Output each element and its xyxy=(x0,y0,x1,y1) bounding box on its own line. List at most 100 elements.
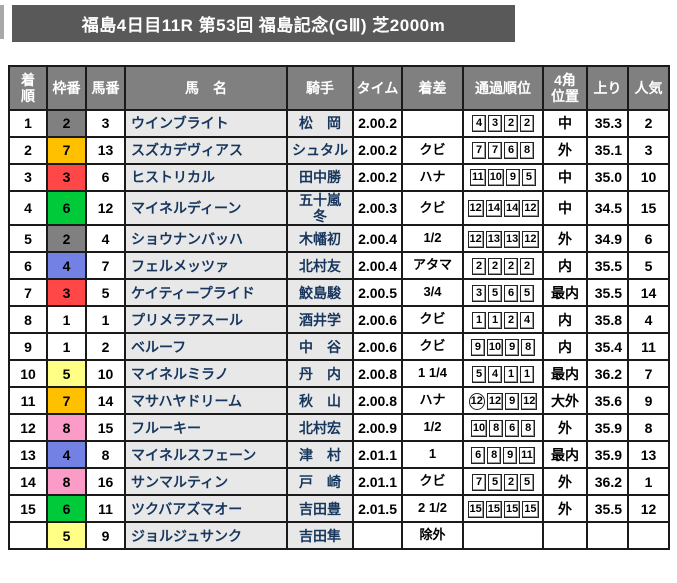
popularity-cell: 7 xyxy=(627,359,670,389)
corner-position-cell: 外 xyxy=(542,467,588,497)
result-row: 5 2 4 ショウナンバッハ 木幡初 2.00.4 1/2 12 13 13 12 外 34.9 6 xyxy=(8,224,670,254)
horse-name-cell: ジョルジュサンク xyxy=(124,521,288,551)
time-cell: 2.01.1 xyxy=(352,467,403,497)
passing-order-cell: 12 13 13 12 xyxy=(462,224,544,254)
horse-number-cell: 14 xyxy=(85,386,126,416)
last-3f-cell: 35.6 xyxy=(586,386,629,416)
jockey-cell: 秋 山 xyxy=(286,386,354,416)
margin-cell: ハナ xyxy=(401,386,464,416)
last-3f-cell: 34.5 xyxy=(586,189,629,227)
finish-position-cell: 5 xyxy=(8,224,48,254)
jockey-cell: 北村友 xyxy=(286,251,354,281)
margin-cell: クビ xyxy=(401,467,464,497)
horse-name-cell: マイネルミラノ xyxy=(124,359,288,389)
popularity-cell: 14 xyxy=(627,278,670,308)
finish-position-cell: 11 xyxy=(8,386,48,416)
jockey-cell: 戸 崎 xyxy=(286,467,354,497)
jockey-cell: 酒井学 xyxy=(286,305,354,335)
corner-position-cell xyxy=(542,521,588,551)
horse-number-cell: 6 xyxy=(85,163,126,192)
results-header-row: 着 順枠番 馬番馬 名騎手 タイム 着差 通過順位 4角 位置 上り 人気 xyxy=(8,65,670,111)
margin-cell: クビ xyxy=(401,332,464,362)
popularity-cell: 13 xyxy=(627,440,670,470)
jockey-cell: 吉田豊 xyxy=(286,494,354,524)
passing-position-box: 7 xyxy=(472,473,486,491)
frame-number-cell: 3 xyxy=(46,163,87,192)
passing-position-box: 5 xyxy=(472,365,486,383)
jockey-cell: 津 村 xyxy=(286,440,354,470)
finish-position-cell: 14 xyxy=(8,467,48,497)
column-header-pop: 人気 xyxy=(627,65,670,111)
popularity-cell: 3 xyxy=(627,136,670,165)
passing-position-box: 12 xyxy=(467,199,484,217)
horse-name-cell: マイネルディーン xyxy=(124,189,288,227)
column-header-time: タイム xyxy=(352,65,403,111)
passing-position-box: 15 xyxy=(485,500,502,518)
horse-name-cell: フルーキー xyxy=(124,413,288,443)
result-row: 2 7 13 スズカデヴィアス シュタル 2.00.2 クビ 7 7 6 8 外 35.1 3 xyxy=(8,136,670,165)
time-cell: 2.00.8 xyxy=(352,359,403,389)
results-table-body: 1 2 3 ウインブライト松 岡 2.00.2 4 3 2 2 中 35.3 2 2 7 13 スズカデヴィア… xyxy=(8,109,670,551)
passing-position-box: 2 xyxy=(520,115,534,133)
result-row: 7 3 5 ケイティープライド 鮫島駿 2.00.5 3/4 3 5 6 5 最内 35.5 14 xyxy=(8,278,670,308)
corner-position-cell: 内 xyxy=(542,251,588,281)
last-3f-cell: 35.8 xyxy=(586,305,629,335)
time-cell: 2.00.5 xyxy=(352,278,403,308)
passing-position-box: 14 xyxy=(485,199,502,217)
passing-position-box: 9 xyxy=(505,392,520,410)
horse-name-cell: スズカデヴィアス xyxy=(124,136,288,165)
passing-position-box: 3 xyxy=(488,115,502,133)
time-cell: 2.00.4 xyxy=(352,251,403,281)
passing-position-box: 7 xyxy=(488,142,502,160)
passing-position-box: 12 xyxy=(522,230,539,248)
last-3f-cell: 35.1 xyxy=(586,136,629,165)
time-cell: 2.00.2 xyxy=(352,163,403,192)
time-cell: 2.00.2 xyxy=(352,136,403,165)
horse-name-cell: フェルメッツァ xyxy=(124,251,288,281)
popularity-cell: 11 xyxy=(627,332,670,362)
time-cell: 2.00.6 xyxy=(352,332,403,362)
horse-number-cell: 10 xyxy=(85,359,126,389)
time-cell: 2.00.9 xyxy=(352,413,403,443)
last-3f-cell: 35.5 xyxy=(586,251,629,281)
passing-position-box: 6 xyxy=(504,142,518,160)
finish-position-cell: 13 xyxy=(8,440,48,470)
race-title-bar: 福島4日目11R 第53回 福島記念(GⅢ) 芝2000m xyxy=(12,5,515,42)
column-header-corner: 4角 位置 xyxy=(542,65,588,111)
horse-number-cell: 15 xyxy=(85,413,126,443)
jockey-cell: 田中勝 xyxy=(286,163,354,192)
passing-position-box: 4 xyxy=(520,311,534,329)
passing-position-box: 12 xyxy=(486,392,504,410)
passing-order-cell: 12 12 9 12 xyxy=(462,386,544,416)
passing-position-box: 1 xyxy=(520,365,534,383)
result-row: 1 2 3 ウインブライト松 岡 2.00.2 4 3 2 2 中 35.3 2 xyxy=(8,109,670,138)
passing-position-box: 13 xyxy=(485,230,502,248)
popularity-cell: 5 xyxy=(627,251,670,281)
result-row: 8 1 1 プリメラアスール 酒井学 2.00.6 クビ 1 1 2 4 内 35.8 4 xyxy=(8,305,670,335)
passing-position-box: 8 xyxy=(487,446,502,464)
popularity-cell xyxy=(627,521,670,551)
passing-position-box: 3 xyxy=(472,284,486,302)
jockey-cell: 吉田隼 xyxy=(286,521,354,551)
corner-position-cell: 中 xyxy=(542,189,588,227)
frame-number-cell: 1 xyxy=(46,305,87,335)
passing-position-box: 15 xyxy=(467,500,484,518)
margin-cell: クビ xyxy=(401,305,464,335)
finish-position-cell: 3 xyxy=(8,163,48,192)
passing-position-box: 2 xyxy=(504,115,518,133)
result-row: 6 4 7 フェルメッツァ 北村友 2.00.4 アタマ 2 2 2 2 内 35.5 5 xyxy=(8,251,670,281)
result-row: 15 6 11 ツクバアズマオー 吉田豊 2.01.5 2 1/2 15 15 15 15 外 35.5… xyxy=(8,494,670,524)
jockey-cell: 五十嵐 冬 xyxy=(286,189,354,227)
passing-position-box: 2 xyxy=(472,257,486,275)
frame-number-cell: 3 xyxy=(46,278,87,308)
frame-number-cell: 6 xyxy=(46,494,87,524)
passing-position-box: 11 xyxy=(519,446,535,464)
popularity-cell: 15 xyxy=(627,189,670,227)
result-row: 10 5 10 マイネルミラノ丹 内 2.00.8 1 1/4 5 4 1 1 最内 36.2 7 xyxy=(8,359,670,389)
time-cell: 2.00.4 xyxy=(352,224,403,254)
horse-name-cell: ショウナンバッハ xyxy=(124,224,288,254)
last-3f-cell: 35.3 xyxy=(586,109,629,138)
time-cell: 2.00.8 xyxy=(352,386,403,416)
popularity-cell: 12 xyxy=(627,494,670,524)
